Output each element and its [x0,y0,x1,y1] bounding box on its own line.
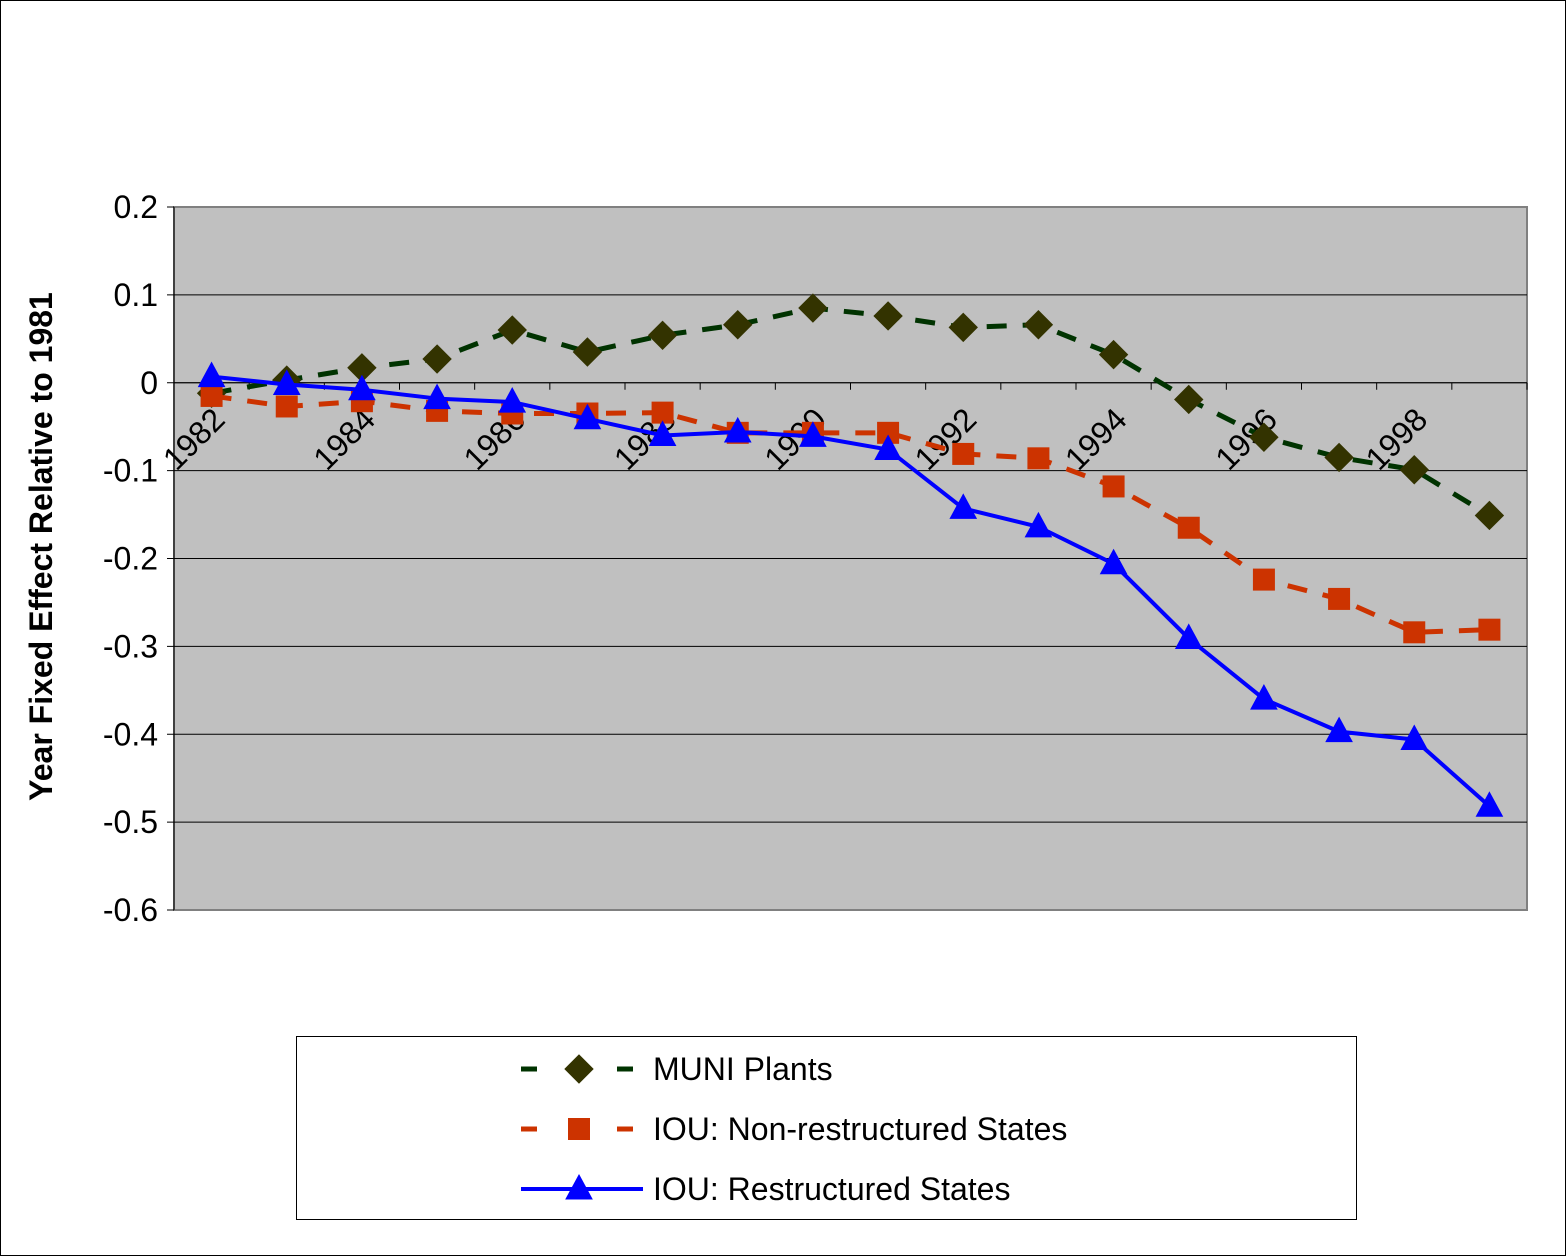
data-point-iou-restructured [1099,548,1128,575]
data-point-muni [1023,310,1054,340]
axes [167,206,1528,911]
data-point-iou-nonrestructured [1478,618,1501,641]
data-point-muni [497,315,527,345]
data-point-iou-nonrestructured [1252,568,1275,591]
data-point-iou-restructured [723,416,752,443]
data-point-muni [1098,339,1129,370]
data-point-iou-restructured [874,434,902,461]
legend-swatch-iou-restructured [521,1173,643,1200]
data-point-iou-nonrestructured [1403,621,1426,644]
y-axis-label: Year Fixed Effect Relative to 1981 [23,292,59,801]
y-tick-label: 0 [140,365,158,401]
data-point-iou-restructured [348,374,376,401]
data-point-iou-restructured [197,361,226,388]
data-point-muni [873,301,903,331]
data-point-iou-restructured [1024,511,1053,538]
legend-label-iou-nonrestructured: IOU: Non-restructured States [653,1110,1068,1147]
y-tick-labels: 0.2 0.1 0 -0.1 -0.2 -0.3 -0.4 -0.5 -0.6 [103,189,158,928]
legend-marker-iou-restructured [565,1173,593,1200]
series-line-muni [211,305,1491,518]
data-point-muni [1399,455,1429,485]
data-point-iou-restructured [423,383,451,410]
data-point-iou-restructured [1400,724,1429,751]
data-point-iou-restructured [1250,684,1278,710]
data-point-iou-nonrestructured [1027,447,1050,470]
series-muni [196,293,1505,531]
legend-item-iou-restructured: IOU: Restructured States [517,1169,1010,1209]
data-point-muni [1324,442,1354,473]
data-point-muni [1249,422,1279,452]
data-point-iou-restructured [272,369,301,396]
y-tick-label: 0.2 [114,189,158,225]
y-tick-label: -0.4 [103,716,158,752]
data-point-muni [948,312,978,343]
data-point-iou-nonrestructured [651,401,674,424]
legend-label-muni: MUNI Plants [653,1050,833,1087]
data-point-iou-nonrestructured [1328,587,1351,610]
data-point-muni [1174,384,1204,415]
data-point-muni [647,320,678,351]
data-point-iou-nonrestructured [200,384,223,407]
data-point-muni [422,344,452,374]
series-iou-restructured [197,361,1504,817]
legend: MUNI Plants IOU: Non-restructured States… [296,1036,1357,1220]
y-tick-label: 0.1 [114,277,158,313]
data-point-muni [1474,500,1505,531]
data-point-iou-restructured [799,421,827,447]
legend-label-iou-restructured: IOU: Restructured States [653,1170,1011,1207]
legend-marker-iou-nonrestructured [568,1118,590,1140]
data-point-iou-restructured [648,420,677,446]
data-point-iou-nonrestructured [275,395,298,418]
y-tick-label: -0.3 [103,628,158,664]
data-point-muni [572,337,603,367]
legend-marker-muni [564,1054,594,1084]
data-point-iou-restructured [1475,791,1504,817]
data-point-iou-restructured [949,493,978,519]
y-tick-label: -0.6 [103,892,158,928]
legend-item-muni: MUNI Plants [517,1049,833,1089]
series-layer [196,293,1505,817]
data-point-muni [723,310,753,340]
y-tick-label: -0.2 [103,541,158,577]
legend-swatch-muni [521,1054,643,1084]
data-point-muni [798,293,828,323]
data-point-iou-nonrestructured [1102,475,1125,498]
data-point-iou-restructured [498,387,527,413]
data-point-iou-nonrestructured [1177,516,1200,539]
legend-swatch-iou-nonrestructured [521,1118,643,1140]
legend-item-iou-nonrestructured: IOU: Non-restructured States [517,1109,1067,1149]
y-tick-label: -0.1 [103,453,158,489]
y-tick-label: -0.5 [103,804,158,840]
data-point-iou-nonrestructured [952,442,975,465]
data-point-iou-restructured [573,403,602,430]
series-line-iou-restructured [211,374,1491,808]
data-point-iou-restructured [1325,716,1353,743]
data-point-iou-nonrestructured [877,421,900,444]
data-point-iou-restructured [1174,623,1203,649]
